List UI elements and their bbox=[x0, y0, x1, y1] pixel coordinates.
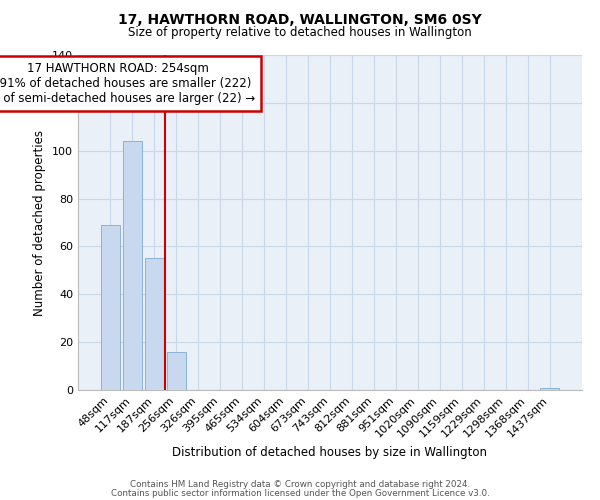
Bar bbox=[101, 225, 119, 390]
Text: 17 HAWTHORN ROAD: 254sqm
← 91% of detached houses are smaller (222)
9% of semi-d: 17 HAWTHORN ROAD: 254sqm ← 91% of detach… bbox=[0, 62, 256, 104]
Y-axis label: Number of detached properties: Number of detached properties bbox=[34, 130, 46, 316]
Bar bbox=[167, 352, 185, 390]
Text: Contains HM Land Registry data © Crown copyright and database right 2024.: Contains HM Land Registry data © Crown c… bbox=[130, 480, 470, 489]
Text: 17, HAWTHORN ROAD, WALLINGTON, SM6 0SY: 17, HAWTHORN ROAD, WALLINGTON, SM6 0SY bbox=[118, 12, 482, 26]
Text: Contains public sector information licensed under the Open Government Licence v3: Contains public sector information licen… bbox=[110, 488, 490, 498]
Text: Size of property relative to detached houses in Wallington: Size of property relative to detached ho… bbox=[128, 26, 472, 39]
Bar bbox=[123, 141, 142, 390]
Bar bbox=[541, 388, 559, 390]
X-axis label: Distribution of detached houses by size in Wallington: Distribution of detached houses by size … bbox=[173, 446, 487, 458]
Bar bbox=[145, 258, 164, 390]
